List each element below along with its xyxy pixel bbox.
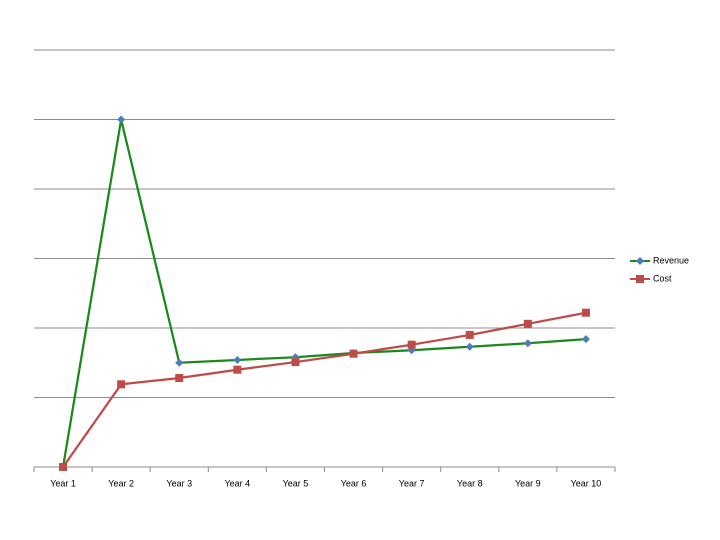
data-point [523,319,532,328]
legend-marker [636,275,644,283]
series-line [62,311,587,468]
data-point [175,374,184,383]
data-point [117,115,126,124]
data-point [233,355,242,364]
data-point [291,358,300,367]
data-point [233,365,242,374]
data-point [59,463,68,471]
data-point [581,335,590,344]
data-point [523,339,532,348]
data-point [465,342,474,351]
x-tick-label: Year 3 [166,478,192,488]
legend-label: Cost [653,273,672,283]
x-tick-label: Year 9 [515,478,541,488]
legend-label: Revenue [653,255,689,265]
data-point [465,330,474,339]
data-point [407,340,416,349]
data-point [349,349,358,358]
legend-marker [636,257,644,265]
data-point [581,308,590,317]
x-tick-label: Year 4 [224,478,250,488]
x-tick-label: Year 7 [399,478,425,488]
x-tick-label: Year 6 [341,478,367,488]
x-tick-label: Year 10 [571,478,602,488]
x-tick-label: Year 2 [108,478,134,488]
x-tick-label: Year 1 [50,478,76,488]
data-point [117,380,126,389]
data-point [175,358,184,367]
x-tick-label: Year 8 [457,478,483,488]
series-line [61,119,587,468]
x-tick-label: Year 5 [283,478,309,488]
